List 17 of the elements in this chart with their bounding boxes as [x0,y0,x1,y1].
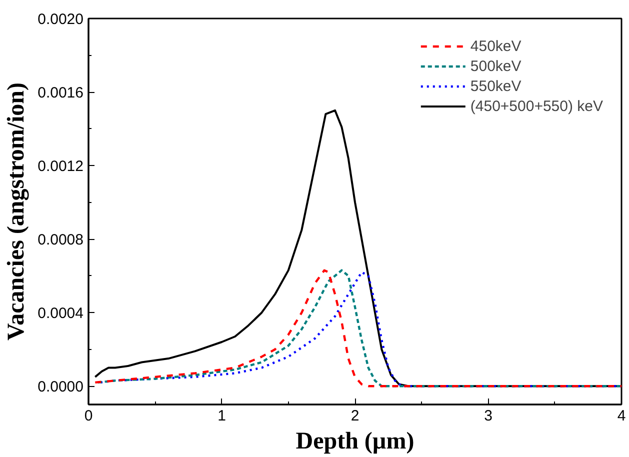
y-tick-label: 0.0008 [38,232,84,249]
y-tick-label: 0.0016 [38,84,84,102]
x-tick-label: 4 [617,408,626,424]
y-axis-title: Vacancies (angstrom/ion) [4,82,30,340]
y-tick-label: 0.0004 [38,305,84,322]
x-tick-label: 3 [484,408,492,424]
legend-label: 450keV [470,38,522,54]
x-tick-label: 1 [218,408,226,424]
x-tick-label: 2 [350,408,360,424]
y-tick-label: 0.0020 [38,11,84,28]
y-tick-label: 0.0012 [38,158,84,176]
x-tick-label: 0 [84,408,93,424]
x-axis-title: Depth (µm) [296,428,414,454]
y-tick-label: 0.0000 [38,378,84,396]
legend-label: 550keV [470,78,522,94]
legend-label: 500keV [470,58,522,74]
legend-label: (450+500+550) keV [470,98,603,114]
